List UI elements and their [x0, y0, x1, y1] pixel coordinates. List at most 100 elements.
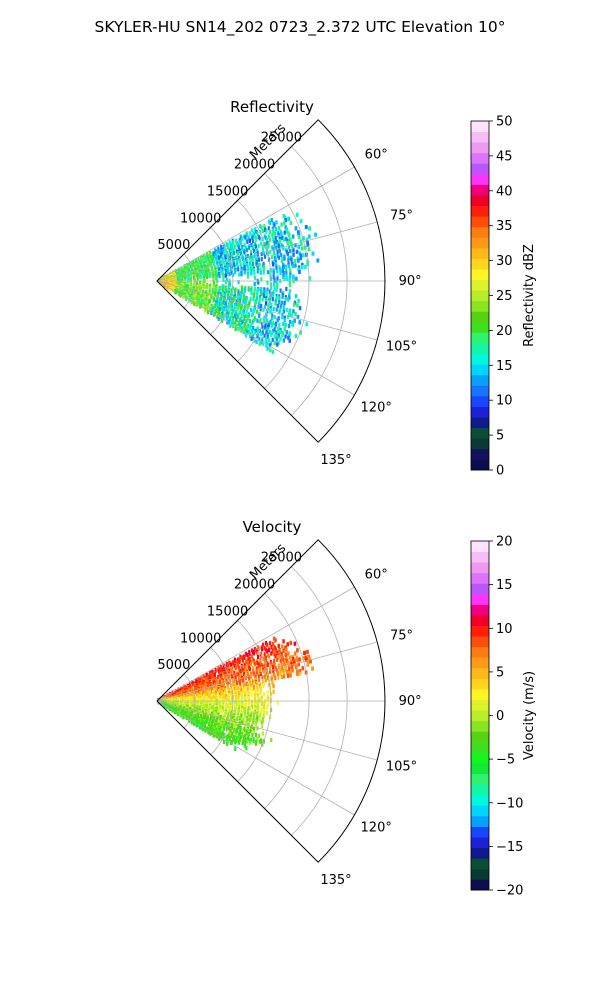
angle-tick-label: 75°: [390, 629, 413, 644]
angle-tick-label: 105°: [386, 760, 417, 775]
colorbar-tick-label: 20: [496, 324, 513, 339]
radar-gate: [231, 298, 235, 303]
radar-gate: [241, 702, 244, 708]
colorbar-segment: [471, 604, 489, 616]
radar-gate: [186, 276, 189, 281]
radar-gate: [230, 270, 234, 275]
radial-tick-label: 10000: [180, 631, 221, 646]
radar-gate: [258, 296, 261, 301]
radar-gate: [285, 270, 288, 275]
radar-gate: [241, 237, 244, 242]
radar-gate: [286, 238, 289, 243]
radar-gate: [234, 256, 237, 261]
radar-gate: [253, 289, 256, 294]
radar-gate: [282, 305, 285, 310]
radar-gate: [195, 723, 198, 728]
radar-gate: [243, 316, 246, 321]
radar-gate: [275, 330, 278, 335]
colorbar-tick-label: −5: [496, 753, 515, 768]
radar-gate: [280, 253, 283, 258]
radar-gate: [288, 667, 291, 672]
colorbar-tick-label: 5: [496, 665, 504, 680]
radar-gate: [218, 289, 221, 294]
radar-gate: [272, 246, 275, 252]
radar-gate: [246, 316, 250, 321]
radar-gate: [249, 326, 252, 331]
radar-gate: [295, 669, 299, 674]
colorbar-segment: [471, 847, 489, 859]
radar-gate: [218, 691, 222, 697]
radar-gate: [267, 252, 270, 257]
radar-gate: [268, 343, 272, 348]
colorbar-segment: [471, 710, 489, 722]
radar-gate: [199, 304, 202, 309]
radar-gate: [260, 225, 263, 230]
radar-gate: [250, 330, 253, 335]
radar-gate: [190, 720, 194, 725]
colorbar-tick-label: −15: [496, 840, 523, 855]
radar-gate: [271, 337, 274, 342]
radar-gate: [294, 312, 297, 317]
radar-gate: [272, 665, 275, 670]
radar-gate: [291, 244, 294, 249]
radar-gate: [241, 729, 244, 734]
radial-tick-label: 20000: [234, 578, 275, 593]
radar-gate: [293, 318, 296, 323]
radar-gate: [242, 679, 245, 684]
radar-gate: [250, 674, 253, 679]
radar-gate: [237, 657, 240, 662]
radar-gate: [246, 736, 250, 741]
radar-gate: [240, 673, 243, 678]
colorbar-segment: [471, 311, 489, 323]
reflectivity-panel: Reflectivity 500010000150002000025000Met…: [156, 98, 537, 479]
radar-gate: [233, 671, 236, 676]
radar-gate: [259, 690, 262, 695]
colorbar-segment: [471, 720, 489, 732]
radar-gate: [225, 696, 228, 701]
radar-gate: [283, 301, 286, 306]
radar-gate: [288, 282, 292, 288]
colorbar-tick-label: 0: [496, 464, 504, 479]
colorbar-tick-label: −10: [496, 796, 523, 811]
radar-gate: [246, 652, 249, 657]
radar-gate: [278, 322, 281, 327]
colorbar-segment: [471, 417, 489, 429]
radar-gate: [298, 320, 302, 325]
radar-gate: [245, 739, 248, 744]
radar-gate: [215, 734, 218, 739]
radar-gate: [299, 330, 302, 335]
radar-gate: [306, 242, 310, 247]
radar-gate: [246, 717, 249, 722]
radar-gate: [308, 226, 312, 231]
radar-gate: [237, 696, 240, 701]
radar-gate: [260, 251, 263, 257]
radar-gate: [237, 280, 240, 285]
radar-gate: [224, 247, 227, 253]
radar-gate: [226, 320, 229, 325]
radar-gate: [218, 722, 221, 727]
radar-gate: [221, 250, 225, 255]
radar-gate: [278, 654, 281, 659]
colorbar-segment: [471, 636, 489, 648]
radar-gate: [249, 333, 252, 339]
radar-gate: [274, 654, 277, 659]
colorbar-label: Velocity (m/s): [522, 671, 537, 760]
radar-gate: [269, 319, 272, 324]
radar-gate: [239, 654, 242, 659]
radar-gate: [247, 271, 250, 276]
radar-gate: [241, 658, 244, 663]
radar-gate: [212, 274, 215, 279]
radar-gate: [225, 288, 228, 293]
radar-gate: [228, 282, 231, 287]
radar-gate: [261, 675, 264, 680]
radar-gate: [220, 246, 223, 251]
radar-gate: [237, 702, 240, 707]
radar-gate: [234, 740, 237, 745]
radar-gate: [269, 221, 272, 226]
radar-gate: [224, 707, 227, 712]
radar-gate: [283, 674, 286, 679]
colorbar-tick-label: 20: [496, 535, 513, 550]
radar-gate: [267, 226, 270, 231]
radar-gate: [240, 655, 243, 660]
radar-gate: [253, 697, 257, 702]
